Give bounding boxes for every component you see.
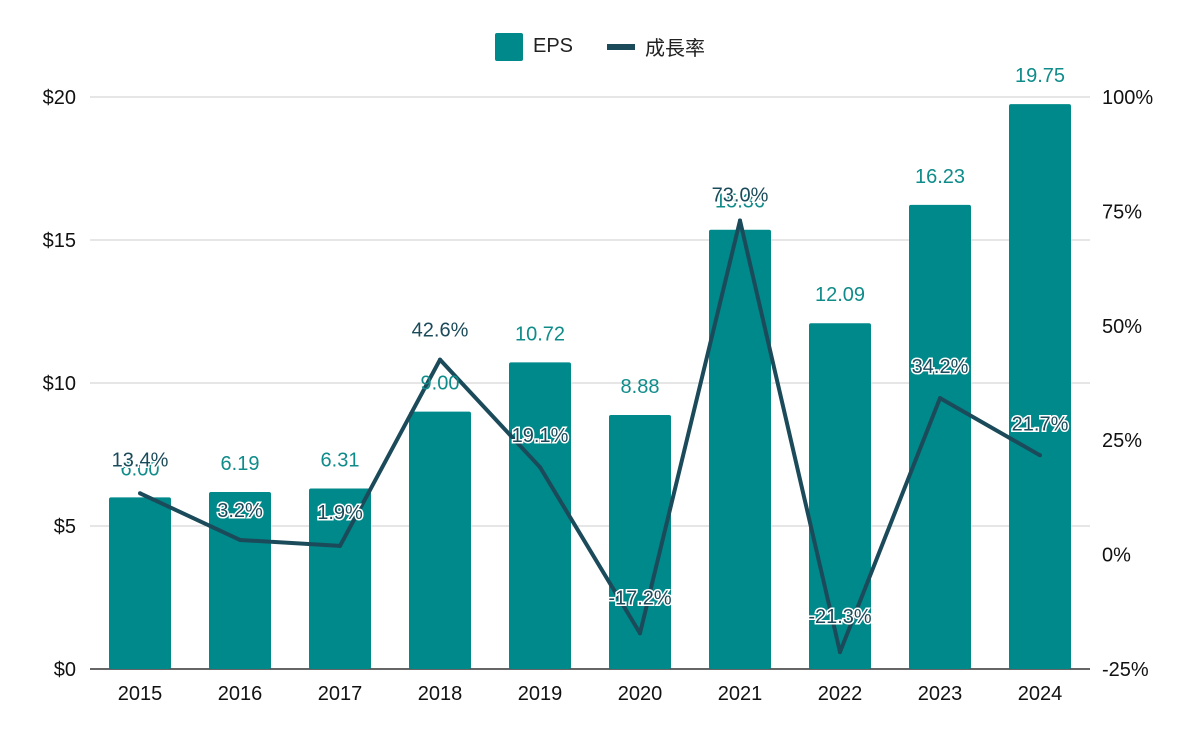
x-tick-label: 2018 [418, 683, 463, 705]
line-point [238, 537, 242, 542]
bar [109, 497, 171, 669]
line-point [738, 218, 742, 223]
growth-line [139, 218, 1041, 655]
line-value-label: 3.2% [217, 500, 263, 522]
x-tick-label: 2015 [118, 683, 163, 705]
line-value-label: -17.2% [608, 587, 672, 609]
line-point [638, 631, 642, 636]
line-value-label: 19.1% [512, 425, 569, 447]
x-tick-label: 2019 [518, 683, 563, 705]
line-point [138, 491, 142, 496]
bar [209, 491, 271, 669]
line-value-label: 1.9% [317, 502, 363, 524]
legend-swatch-growth [607, 43, 636, 50]
bar-value-label: 6.31 [321, 450, 360, 472]
legend-item-eps: EPS [494, 32, 574, 61]
y-left-tick-label: $5 [54, 516, 76, 538]
y-left-tick-label: $10 [43, 373, 76, 395]
bar-value-label: 8.88 [621, 376, 660, 398]
y-left-tick-label: $15 [43, 230, 76, 252]
y-left-tick-label: $20 [43, 87, 76, 109]
legend-item-growth: 成長率 [607, 32, 705, 61]
x-tick-label: 2022 [818, 683, 863, 705]
x-tick-label: 2020 [618, 683, 663, 705]
bar [1009, 104, 1071, 669]
bar [509, 362, 571, 669]
y-right-tick-label: 25% [1102, 430, 1142, 452]
line-point [1038, 453, 1042, 458]
bar [709, 229, 771, 670]
line-layer [138, 218, 1042, 655]
line-point [838, 650, 842, 655]
line-value-label: 13.4% [112, 449, 169, 471]
bar-value-label: 10.72 [515, 323, 565, 345]
bar-value-label: 9.00 [421, 373, 460, 395]
line-value-label: 21.7% [1012, 413, 1069, 435]
legend-swatch-eps [494, 32, 523, 61]
bar-value-label: 12.09 [815, 284, 865, 306]
x-tick-label: 2021 [718, 683, 763, 705]
line-point [438, 357, 442, 362]
x-tick-label: 2017 [318, 683, 363, 705]
bar-value-label: 15.36 [715, 191, 765, 213]
bar-value-label: 16.23 [915, 166, 965, 188]
x-tick-label: 2016 [218, 683, 263, 705]
line-point [938, 396, 942, 401]
y-left-tick-label: $0 [54, 659, 76, 681]
bar-value-label: 6.00 [121, 458, 160, 480]
y-right-tick-label: 75% [1102, 201, 1142, 223]
y-right-tick-label: 50% [1102, 316, 1142, 338]
line-point [538, 465, 542, 470]
y-right-tick-label: 0% [1102, 545, 1131, 567]
y-right-tick-label: 100% [1102, 87, 1153, 109]
line-value-label: 73.0% [712, 185, 769, 207]
bar-value-label: 6.19 [221, 453, 260, 475]
bar [309, 488, 371, 669]
line-value-label: 34.2% [912, 356, 969, 378]
bar [409, 411, 471, 669]
line-value-label: -21.3% [808, 606, 872, 628]
y-right-tick-label: -25% [1102, 659, 1149, 681]
legend: EPS 成長率 [0, 32, 1200, 61]
label-layer: 6.00 6.19 6.31 9.00 10.72 8.88 15.36 12.09 16.23… [110, 65, 1070, 629]
bar-value-label: 19.75 [1015, 65, 1065, 87]
legend-label-eps: EPS [532, 35, 574, 57]
x-tick-label: 2024 [1018, 683, 1063, 705]
axis-layer: $0 $5 $10 $15 $20 -25% 0% 25% 50% 75% 100% 2015 2016… [43, 87, 1154, 705]
bar-layer [109, 104, 1071, 670]
legend-label-growth: 成長率 [645, 38, 706, 60]
x-tick-label: 2023 [918, 683, 963, 705]
bar [909, 204, 971, 669]
line-point [338, 543, 342, 548]
line-value-label: 42.6% [412, 320, 469, 342]
